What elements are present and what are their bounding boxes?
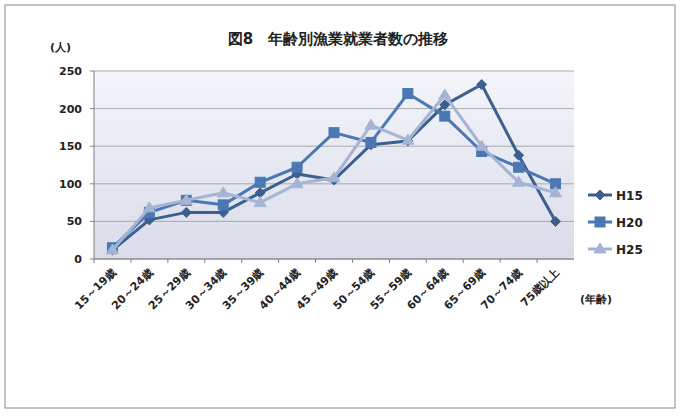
y-tick (90, 221, 94, 222)
grid-line (94, 108, 574, 109)
x-tick (352, 259, 353, 263)
grid-line (94, 71, 574, 72)
x-tick (426, 259, 427, 263)
point-marker (106, 244, 118, 254)
y-tick-label: 50 (67, 215, 83, 228)
y-tick (90, 259, 94, 260)
legend-marker (595, 190, 605, 200)
x-tick (241, 259, 242, 263)
point-marker (218, 200, 228, 210)
point-marker (254, 197, 266, 207)
x-tick (500, 259, 501, 263)
legend-marker (594, 243, 606, 253)
grid-line (94, 259, 574, 260)
legend-item: H25 (588, 243, 643, 257)
y-tick-label: 200 (59, 103, 82, 116)
legend-marker (595, 217, 605, 227)
point-marker (439, 89, 451, 99)
point-marker (476, 140, 488, 150)
series-line (112, 94, 555, 248)
point-marker (366, 137, 376, 147)
point-marker (255, 177, 265, 187)
y-tick (90, 71, 94, 72)
y-tick-label: 0 (74, 253, 82, 266)
point-marker (143, 202, 155, 212)
y-tick-label: 250 (59, 65, 82, 78)
legend-item: H15 (588, 189, 643, 203)
legend-label: H15 (616, 189, 643, 203)
plot-area (94, 71, 574, 259)
point-marker (440, 111, 450, 121)
y-tick (90, 108, 94, 109)
point-marker (292, 162, 302, 172)
grid-line (94, 221, 574, 222)
y-axis-label: (人) (50, 41, 71, 54)
point-marker (403, 89, 413, 99)
point-marker (328, 172, 340, 182)
y-tick-label: 100 (59, 178, 82, 191)
point-marker (514, 162, 524, 172)
y-tick-label: 150 (59, 140, 82, 153)
x-axis-label: (年齢) (580, 293, 612, 306)
x-tick (204, 259, 205, 263)
point-marker (550, 187, 562, 197)
point-marker (217, 187, 229, 197)
point-marker (513, 176, 525, 186)
point-marker (181, 195, 191, 205)
x-tick (167, 259, 168, 263)
x-tick (537, 259, 538, 263)
series-line (112, 85, 555, 250)
legend-label: H20 (616, 216, 643, 230)
point-marker (402, 134, 414, 144)
grid-line (94, 146, 574, 147)
legend-item: H20 (588, 216, 643, 230)
point-marker (551, 216, 561, 226)
x-tick (315, 259, 316, 263)
chart: 図8 年齢別漁業就業者数の推移(人)(年齢)05010015020025015～… (0, 0, 682, 416)
x-tick (278, 259, 279, 263)
x-axis-line (94, 259, 574, 260)
x-tick-label: 75歳以上 (518, 266, 561, 309)
legend-label: H25 (616, 243, 643, 257)
point-marker (291, 178, 303, 188)
point-marker (365, 119, 377, 129)
x-tick (463, 259, 464, 263)
series-line (112, 95, 555, 250)
y-tick (90, 146, 94, 147)
point-marker (514, 150, 524, 160)
y-tick (90, 183, 94, 184)
x-tick (389, 259, 390, 263)
x-tick (94, 259, 95, 263)
title: 図8 年齢別漁業就業者数の推移 (228, 30, 448, 48)
plot-marks (106, 80, 561, 255)
point-marker (181, 207, 191, 217)
point-marker (477, 80, 487, 90)
point-marker (180, 194, 192, 204)
x-tick-label: 70～74歳 (478, 266, 524, 312)
point-marker (329, 128, 339, 138)
chart-border (5, 5, 675, 408)
x-tick (130, 259, 131, 263)
y-axis-line (94, 71, 95, 259)
